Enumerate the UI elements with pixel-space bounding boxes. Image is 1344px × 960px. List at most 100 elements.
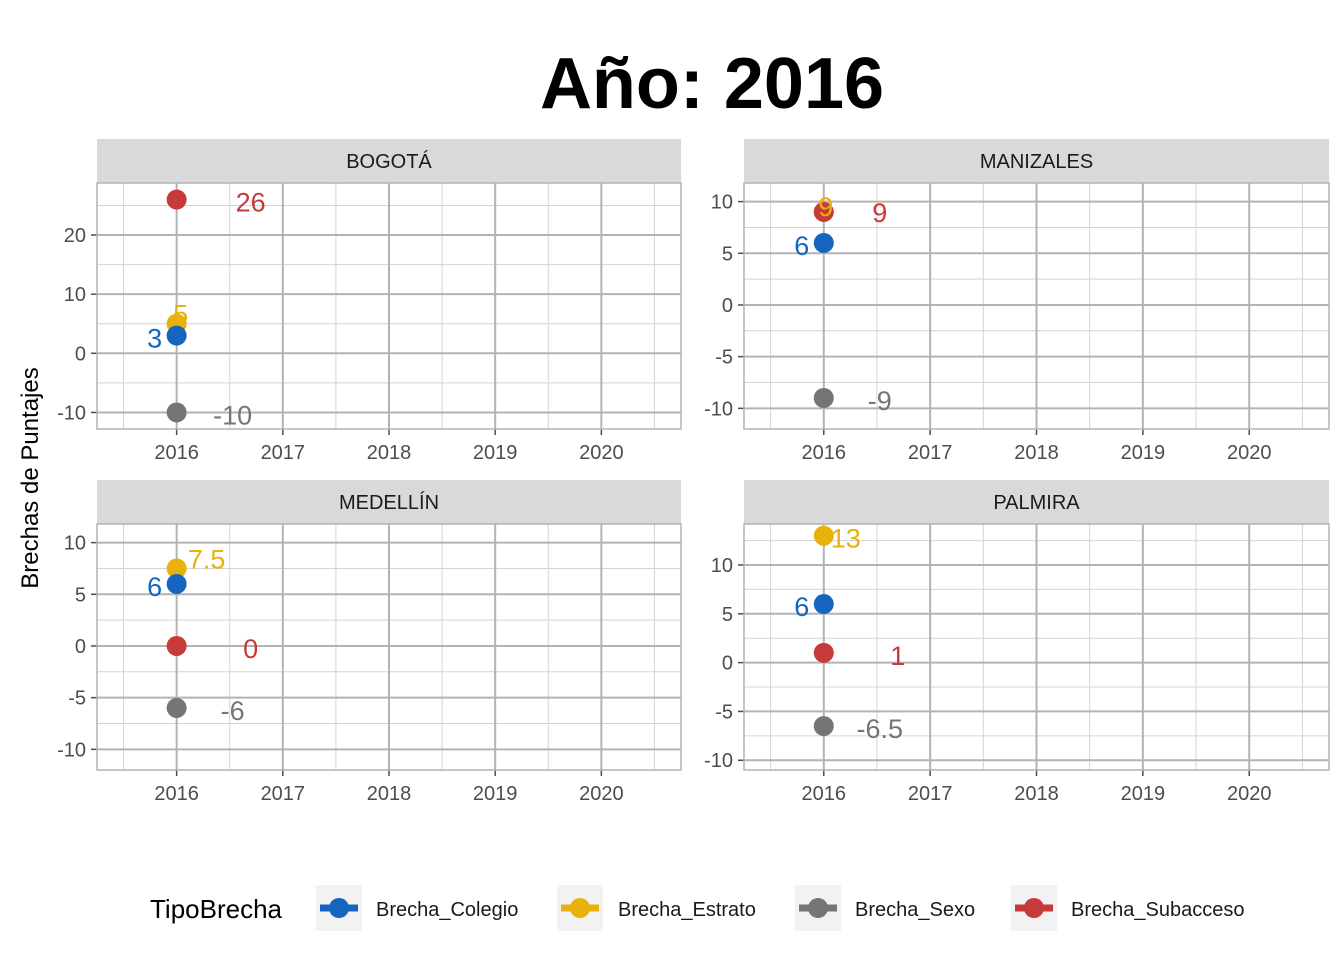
legend-entry-label: Brecha_Colegio	[376, 899, 518, 921]
facet-strip	[97, 139, 681, 183]
data-label-brecha-sexo: -10	[213, 400, 252, 430]
x-tick-label: 2016	[154, 442, 199, 464]
x-tick-label: 2017	[261, 783, 306, 805]
x-tick-label: 2019	[473, 783, 518, 805]
y-tick-label: 5	[722, 243, 733, 265]
facet-strip-label: MANIZALES	[980, 151, 1093, 173]
facet-strip-label: PALMIRA	[993, 492, 1080, 514]
y-tick-label: -5	[715, 347, 733, 369]
legend-entry-label: Brecha_Subacceso	[1071, 899, 1244, 921]
x-tick-label: 2018	[367, 783, 412, 805]
y-tick-label: 10	[64, 284, 86, 306]
y-tick-label: -5	[715, 701, 733, 723]
data-point-brecha-colegio	[813, 232, 834, 253]
legend-title: TipoBrecha	[150, 894, 283, 924]
y-axis-label: Brechas de Puntajes	[17, 367, 44, 588]
plot-border	[743, 523, 1330, 771]
legend-item-brecha-estrato: Brecha_Estrato	[557, 885, 756, 931]
x-tick-label: 2020	[1227, 442, 1272, 464]
data-label-brecha-colegio: 6	[794, 231, 809, 261]
facet-panel: PALMIRA 2016 2017 2018 2019 2020 -10 -5 0 5 10 13 6 1…	[704, 480, 1330, 805]
y-tick-label: 5	[75, 584, 86, 606]
legend-entry-label: Brecha_Sexo	[855, 899, 975, 921]
y-tick-label: 20	[64, 225, 86, 247]
facet-strip-label: BOGOTÁ	[346, 150, 432, 173]
x-tick-label: 2018	[1014, 442, 1059, 464]
x-tick-label: 2016	[802, 442, 847, 464]
data-point-brecha-colegio	[166, 573, 187, 594]
facet-strip	[744, 480, 1329, 524]
data-point-brecha-colegio	[166, 325, 187, 346]
y-tick-label: -10	[704, 750, 733, 772]
y-tick-label: -5	[68, 688, 86, 710]
data-point-brecha-subacceso	[166, 635, 187, 656]
legend-item-brecha-sexo: Brecha_Sexo	[795, 885, 975, 931]
data-label-brecha-estrato: 7.5	[188, 544, 226, 574]
x-tick-label: 2019	[473, 442, 518, 464]
data-label-brecha-sexo: -6	[221, 696, 245, 726]
plot-border	[96, 523, 682, 771]
legend-key-point	[570, 898, 590, 918]
y-tick-label: 10	[64, 533, 86, 555]
data-label-brecha-subacceso: 9	[872, 198, 887, 228]
legend-key-point	[329, 898, 349, 918]
plot-border	[96, 182, 682, 430]
data-label-brecha-colegio: 6	[147, 572, 162, 602]
data-label-brecha-estrato: 13	[831, 524, 861, 554]
y-tick-label: 0	[722, 653, 733, 675]
data-label-brecha-colegio: 6	[794, 592, 809, 622]
data-point-brecha-sexo	[813, 387, 834, 408]
y-tick-label: -10	[57, 402, 86, 424]
data-point-brecha-subacceso	[813, 642, 834, 663]
data-label-brecha-sexo: -6.5	[857, 714, 904, 744]
legend: TipoBrecha Brecha_Colegio Brecha_Estrato B…	[150, 885, 1244, 931]
data-label-brecha-sexo: -9	[868, 386, 892, 416]
x-tick-label: 2016	[154, 783, 199, 805]
facet-panel: MEDELLÍN 2016 2017 2018 2019 2020 -10 -5 0 5 10 7.5…	[57, 480, 682, 805]
facet-panel: BOGOTÁ 2016 2017 2018 2019 2020 -10 0 10 20 26 53 -1…	[57, 139, 682, 464]
data-label-brecha-subacceso: 26	[236, 188, 266, 218]
y-tick-label: 10	[711, 555, 733, 577]
x-tick-label: 2020	[579, 442, 624, 464]
x-tick-label: 2017	[908, 442, 953, 464]
y-tick-label: 0	[75, 343, 86, 365]
data-point-brecha-sexo	[166, 402, 187, 423]
x-tick-label: 2020	[1227, 783, 1272, 805]
data-label-brecha-colegio: 3	[147, 324, 162, 354]
data-point-brecha-estrato	[813, 525, 834, 546]
data-point-brecha-subacceso	[166, 189, 187, 210]
plot-border	[743, 182, 1330, 430]
data-label-brecha-subacceso: 0	[243, 634, 258, 664]
legend-item-brecha-colegio: Brecha_Colegio	[316, 885, 518, 931]
y-tick-label: 0	[75, 636, 86, 658]
x-tick-label: 2017	[261, 442, 306, 464]
y-tick-label: -10	[704, 398, 733, 420]
legend-entry-label: Brecha_Estrato	[618, 899, 756, 921]
facet-strip	[744, 139, 1329, 183]
x-tick-label: 2017	[908, 783, 953, 805]
data-point-brecha-sexo	[166, 697, 187, 718]
data-label-brecha-estrato: 9	[818, 192, 833, 222]
x-tick-label: 2016	[802, 783, 847, 805]
legend-item-brecha-subacceso: Brecha_Subacceso	[1011, 885, 1244, 931]
data-label-brecha-subacceso: 1	[890, 641, 905, 671]
data-label-brecha-estrato: 5	[173, 300, 188, 330]
data-point-brecha-colegio	[813, 594, 834, 615]
legend-key-point	[1024, 898, 1044, 918]
facet-strip-label: MEDELLÍN	[339, 491, 439, 514]
data-point-brecha-sexo	[813, 716, 834, 737]
y-tick-label: 5	[722, 604, 733, 626]
x-tick-label: 2019	[1121, 783, 1166, 805]
y-tick-label: -10	[57, 739, 86, 761]
x-tick-label: 2019	[1121, 442, 1166, 464]
x-tick-label: 2018	[1014, 783, 1059, 805]
facet-panel: MANIZALES 2016 2017 2018 2019 2020 -10 -5 0 5 10 9 9…	[704, 139, 1330, 464]
chart-title: Año: 2016	[540, 44, 884, 124]
x-tick-label: 2020	[579, 783, 624, 805]
data-point-brecha-subacceso	[813, 201, 834, 222]
y-tick-label: 10	[711, 192, 733, 214]
legend-key-point	[808, 898, 828, 918]
data-point-brecha-estrato	[166, 558, 187, 579]
